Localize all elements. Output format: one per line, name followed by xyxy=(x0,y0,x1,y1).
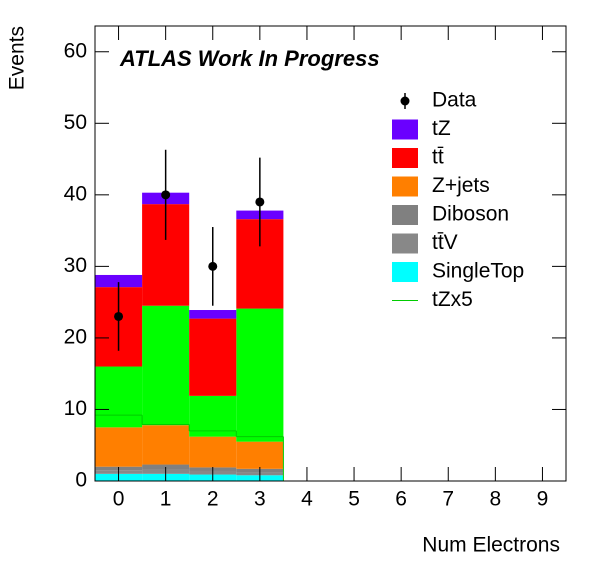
y-tick-label: 50 xyxy=(64,111,87,134)
hist-bar xyxy=(189,395,237,437)
legend-label: tt̄ xyxy=(432,146,444,169)
hist-bar xyxy=(189,310,237,319)
data-point xyxy=(161,190,171,200)
legend-label: Data xyxy=(432,89,477,112)
hist-bar xyxy=(236,308,284,442)
chart-title: ATLAS Work In Progress xyxy=(119,46,380,71)
x-tick-label: 0 xyxy=(113,488,125,511)
x-tick-label: 2 xyxy=(207,488,219,511)
x-tick-label: 1 xyxy=(160,488,172,511)
x-tick-label: 4 xyxy=(301,488,313,511)
y-tick-label: 20 xyxy=(64,325,87,348)
legend-label: SingleTop xyxy=(432,260,524,283)
y-axis-label: Events xyxy=(6,26,29,90)
y-tick-label: 0 xyxy=(75,469,87,492)
y-tick-label: 40 xyxy=(64,182,87,205)
legend-swatch xyxy=(392,205,418,225)
legend-label: tZx5 xyxy=(432,288,473,311)
legend-swatch xyxy=(392,176,418,197)
legend-label: Diboson xyxy=(432,203,509,226)
hist-bar xyxy=(142,425,190,465)
data-point xyxy=(255,197,265,207)
hist-bar xyxy=(189,318,237,396)
x-tick-label: 7 xyxy=(442,488,454,511)
legend-label: tt̄V xyxy=(432,231,458,254)
x-tick-label: 5 xyxy=(348,488,360,511)
legend-swatch xyxy=(392,233,418,254)
data-point xyxy=(114,311,124,321)
legend-swatch xyxy=(392,262,418,282)
plot-area xyxy=(95,192,566,482)
x-axis-label: Num Electrons xyxy=(422,534,560,557)
hist-bar xyxy=(95,274,143,288)
data-point xyxy=(208,261,218,271)
x-tick-label: 8 xyxy=(490,488,502,511)
x-tick-label: 3 xyxy=(254,488,266,511)
y-tick-label: 30 xyxy=(64,254,87,277)
frame xyxy=(94,25,567,482)
hist-bar xyxy=(236,441,284,469)
y-tick-label: 60 xyxy=(64,39,87,62)
legend-label: tZ xyxy=(432,117,451,140)
legend-swatch xyxy=(392,148,418,168)
legend-marker xyxy=(400,96,410,106)
hist-bar xyxy=(95,366,143,428)
legend-label: Z+jets xyxy=(432,174,490,197)
x-tick-label: 6 xyxy=(395,488,407,511)
hist-bar xyxy=(189,436,237,468)
x-tick-label: 9 xyxy=(537,488,549,511)
hist-bar xyxy=(142,305,190,426)
legend-swatch xyxy=(392,119,418,140)
hist-bar xyxy=(95,427,143,467)
y-tick-label: 10 xyxy=(64,397,87,420)
